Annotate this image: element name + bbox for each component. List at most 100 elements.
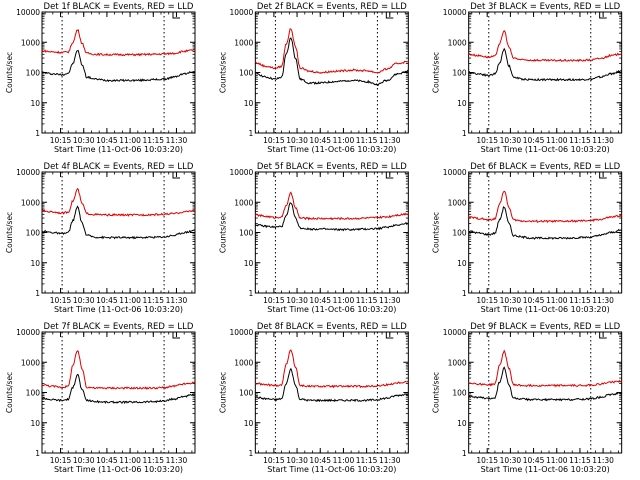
x-tick-label: 11:00 [119, 296, 141, 305]
y-tick-label: 100 [452, 229, 467, 238]
x-tick-label: 10:15 [476, 456, 498, 465]
lld-series-line [254, 191, 409, 221]
plot-frame [41, 11, 196, 134]
lld-series-line [255, 28, 409, 74]
x-tick-label: 10:15 [50, 456, 72, 465]
x-tick-label: 11:15 [569, 136, 591, 145]
detector-panel-7: Det 7f BLACK = Events, RED = LLD 1 10 100 10… [5, 322, 196, 474]
plot-frame [254, 331, 409, 454]
lld-series-line [41, 29, 196, 57]
y-tick-label: 1 [249, 289, 254, 298]
corner-marker [385, 12, 394, 19]
y-tick-label: 10 [244, 259, 254, 268]
events-series-line [42, 373, 196, 405]
x-axis-label: Start Time (11-Oct-06 10:03:20) [267, 145, 396, 154]
plot-frame [468, 331, 623, 454]
y-tick-label: 1 [249, 449, 254, 458]
x-tick-label: 10:45 [523, 456, 545, 465]
events-series-line [255, 37, 409, 86]
y-tick-label: 100 [239, 389, 254, 398]
x-tick-label: 11:15 [142, 136, 164, 145]
chart-title: Det 2f BLACK = Events, RED = LLD [257, 2, 407, 12]
plot-frame [468, 11, 623, 134]
y-tick-label: 1 [462, 289, 467, 298]
plot-frame [41, 331, 196, 454]
y-tick-label: 10 [457, 419, 467, 428]
y-tick-label: 1000 [448, 198, 467, 207]
plot-frame [468, 171, 623, 294]
y-axis-label: Counts/sec [432, 212, 441, 253]
chart-title: Det 1f BLACK = Events, RED = LLD [44, 2, 194, 12]
y-tick-label: 10 [457, 259, 467, 268]
x-tick-label: 11:15 [356, 456, 378, 465]
y-tick-label: 1000 [234, 358, 253, 367]
x-tick-label: 11:30 [166, 136, 188, 145]
plot-frame [41, 171, 196, 294]
x-tick-label: 10:30 [286, 456, 308, 465]
x-tick-label: 10:45 [523, 296, 545, 305]
x-tick-label: 10:30 [500, 296, 522, 305]
y-tick-label: 1 [462, 449, 467, 458]
y-tick-label: 100 [239, 229, 254, 238]
x-axis-label: Start Time (11-Oct-06 10:03:20) [267, 305, 396, 314]
y-tick-label: 10000 [16, 328, 40, 337]
detector-panel-6: Det 6f BLACK = Events, RED = LLD 1 10 100 10… [432, 162, 623, 314]
y-tick-label: 100 [26, 389, 41, 398]
chart-title: Det 8f BLACK = Events, RED = LLD [257, 322, 407, 332]
y-tick-label: 100 [452, 389, 467, 398]
lld-series-line [468, 190, 623, 224]
x-tick-label: 11:30 [166, 296, 188, 305]
x-axis-label: Start Time (11-Oct-06 10:03:20) [54, 305, 183, 314]
x-tick-label: 10:45 [309, 136, 331, 145]
y-tick-label: 100 [26, 69, 41, 78]
x-tick-label: 10:45 [309, 296, 331, 305]
x-tick-label: 10:15 [263, 136, 285, 145]
y-tick-label: 10 [30, 259, 40, 268]
x-tick-label: 11:15 [142, 456, 164, 465]
y-tick-label: 10000 [443, 328, 467, 337]
y-axis-label: Counts/sec [5, 52, 14, 93]
x-tick-label: 10:30 [73, 136, 95, 145]
x-tick-label: 11:00 [546, 296, 568, 305]
x-tick-label: 10:45 [523, 136, 545, 145]
plot-frame [254, 171, 409, 294]
y-tick-label: 10 [244, 99, 254, 108]
detector-panel-4: Det 4f BLACK = Events, RED = LLD 1 10 100 10… [5, 162, 196, 314]
x-tick-label: 10:30 [500, 456, 522, 465]
y-tick-label: 1 [462, 129, 467, 138]
y-tick-label: 10000 [229, 168, 253, 177]
x-axis-label: Start Time (11-Oct-06 10:03:20) [54, 465, 183, 474]
x-tick-label: 10:15 [50, 136, 72, 145]
y-tick-label: 10 [457, 99, 467, 108]
x-tick-label: 11:30 [379, 296, 401, 305]
events-series-line [468, 366, 623, 402]
x-tick-label: 11:30 [379, 456, 401, 465]
events-series-line [254, 202, 409, 232]
lld-series-line [254, 349, 409, 389]
y-tick-label: 100 [239, 69, 254, 78]
corner-marker [599, 12, 607, 19]
x-tick-label: 10:15 [50, 296, 72, 305]
x-tick-label: 11:00 [546, 136, 568, 145]
y-tick-label: 1000 [448, 38, 467, 47]
y-tick-label: 1000 [21, 38, 40, 47]
y-tick-label: 10000 [443, 168, 467, 177]
lld-series-line [468, 349, 622, 388]
y-tick-label: 10000 [16, 168, 40, 177]
y-tick-label: 1000 [448, 358, 467, 367]
x-tick-label: 11:15 [569, 296, 591, 305]
detector-panel-2: Det 2f BLACK = Events, RED = LLD 1 10 100 10… [218, 2, 409, 154]
y-tick-label: 10000 [443, 8, 467, 17]
y-tick-label: 100 [26, 229, 41, 238]
y-tick-label: 10 [30, 99, 40, 108]
x-tick-label: 11:15 [356, 296, 378, 305]
x-tick-label: 11:15 [142, 296, 164, 305]
y-axis-label: Counts/sec [218, 52, 227, 93]
x-tick-label: 10:15 [476, 296, 498, 305]
y-tick-label: 1 [35, 289, 40, 298]
x-tick-label: 10:15 [476, 136, 498, 145]
y-tick-label: 100 [452, 69, 467, 78]
y-axis-label: Counts/sec [432, 52, 441, 93]
y-tick-label: 10 [244, 419, 254, 428]
